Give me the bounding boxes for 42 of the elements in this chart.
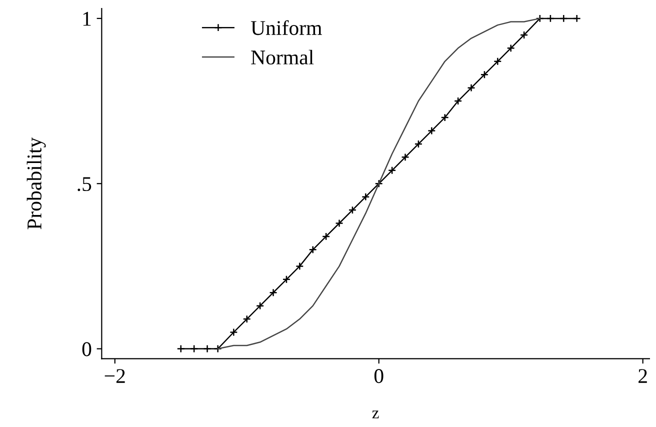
point <box>454 96 462 106</box>
point <box>520 30 528 40</box>
x-tick-label: 2 <box>638 369 647 383</box>
point <box>296 262 304 270</box>
point <box>176 344 185 353</box>
legend-label: Uniform <box>250 20 322 36</box>
x-tick-label: 0 <box>374 369 384 384</box>
point <box>494 57 502 66</box>
point <box>388 166 396 174</box>
y-tick-label: 1 <box>83 12 91 26</box>
point <box>480 70 489 79</box>
point <box>506 44 515 52</box>
point <box>190 344 198 353</box>
point <box>335 219 344 228</box>
point <box>282 275 291 284</box>
point <box>242 314 251 324</box>
point <box>374 180 383 188</box>
point <box>536 14 544 23</box>
point <box>362 192 370 201</box>
point <box>401 153 410 162</box>
point <box>440 113 449 122</box>
x-axis-title: z <box>372 410 379 418</box>
point <box>414 140 423 148</box>
point <box>269 288 278 297</box>
point <box>467 84 476 92</box>
y-axis-title: Probability <box>26 137 46 230</box>
point <box>230 328 238 336</box>
y-tick-label: 0 <box>82 342 92 356</box>
point <box>256 302 264 310</box>
legend-label: Normal <box>251 50 314 65</box>
point <box>308 246 317 254</box>
point <box>560 14 568 23</box>
point <box>546 14 555 23</box>
line-series <box>217 18 541 350</box>
point <box>322 232 330 241</box>
point <box>428 126 436 135</box>
x-tick-label: −2 <box>104 369 125 383</box>
point <box>348 206 357 214</box>
point <box>572 14 581 23</box>
point <box>203 344 212 353</box>
point <box>214 344 222 353</box>
y-tick-label: .5 <box>78 177 92 192</box>
